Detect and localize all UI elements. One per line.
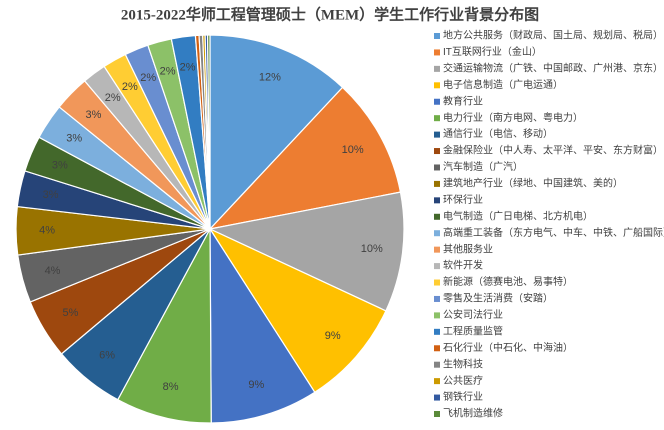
data-label: 3% <box>43 189 59 201</box>
legend-marker <box>434 82 440 89</box>
chart-title: 2015-2022华师工程管理硕士（MEM）学生工作行业背景分布图 <box>121 5 539 23</box>
data-label: 2% <box>160 66 176 78</box>
legend-label: 公共医疗 <box>443 374 483 387</box>
legend-marker <box>434 345 440 352</box>
legend-label: 零售及生活消费（安踏） <box>443 292 553 305</box>
pie-slice <box>116 228 212 424</box>
pie-slice <box>208 86 402 230</box>
legend-label: 公安司法行业 <box>443 308 503 321</box>
legend-label: 软件开发 <box>443 259 483 272</box>
legend-label: 电气制造（广日电梯、北方机电） <box>443 209 593 222</box>
legend-marker <box>434 33 440 39</box>
pie-slice <box>208 227 387 394</box>
legend-marker <box>434 361 440 368</box>
data-label: 12% <box>259 71 281 83</box>
data-label: 4% <box>39 224 55 236</box>
legend-marker <box>434 164 440 171</box>
data-label: 6% <box>99 349 115 361</box>
legend-marker <box>434 65 440 72</box>
legend-label: 其他服务业 <box>443 242 493 255</box>
legend-label: 建筑地产行业（绿地、中国建筑、美的） <box>443 177 623 190</box>
legend-label: 电力行业（南方电网、粤电力） <box>443 111 583 124</box>
legend-marker <box>434 295 440 302</box>
legend-marker <box>434 49 440 56</box>
legend-label: 交通运输物流（广铁、中国邮政、广州港、京东） <box>443 62 663 75</box>
legend-label: 工程质量监管 <box>443 324 503 337</box>
legend-marker <box>434 246 440 253</box>
data-label: 10% <box>342 144 364 156</box>
legend-label: 金融保险业（中人寿、太平洋、平安、东方财富） <box>443 144 663 157</box>
pie-slice <box>209 34 344 231</box>
data-label: 8% <box>163 381 179 393</box>
legend-label: 电子信息制造（广电运通） <box>443 78 563 91</box>
legend-marker <box>434 263 440 270</box>
legend-label: 飞机制造维修 <box>443 407 503 420</box>
data-label: 2% <box>122 81 138 93</box>
data-label: 3% <box>86 109 102 121</box>
data-label: 2% <box>140 72 156 84</box>
pie-slice <box>206 34 211 230</box>
data-label: 2% <box>180 61 196 73</box>
legend-label: 钢铁行业 <box>443 390 483 403</box>
legend-marker <box>434 197 440 204</box>
legend-marker <box>434 213 440 220</box>
legend-label: 高端重工装备（东方电气、中车、中铁、广船国际） <box>443 226 664 239</box>
legend-marker <box>434 115 440 122</box>
data-label: 5% <box>62 307 78 319</box>
legend-marker <box>434 148 440 155</box>
legend-marker <box>434 394 440 401</box>
pie-slice <box>208 191 405 312</box>
legend-label: 生物科技 <box>443 357 483 370</box>
legend-marker <box>434 312 440 319</box>
legend-marker <box>434 279 440 286</box>
data-label: 9% <box>248 379 264 391</box>
legend-label: 环保行业 <box>443 193 483 206</box>
legend-marker <box>434 411 440 417</box>
data-label: 2% <box>105 92 121 104</box>
legend-label: 汽车制造（广汽） <box>443 160 523 173</box>
data-label: 3% <box>66 133 82 145</box>
legend-label: 新能源（德赛电池、易事特） <box>443 275 573 288</box>
legend-label: 教育行业 <box>443 94 483 107</box>
legend-label: IT互联网行业（金山） <box>443 45 542 58</box>
legend-label: 通信行业（电信、移动） <box>443 127 553 140</box>
legend-marker <box>434 230 440 237</box>
legend-label: 石化行业（中石化、中海油） <box>443 341 573 354</box>
data-label: 4% <box>45 265 61 277</box>
data-label: 3% <box>52 160 68 172</box>
legend-marker <box>434 328 440 335</box>
legend-marker <box>434 131 440 138</box>
legend-marker <box>434 180 440 187</box>
pie-slice <box>209 226 316 424</box>
data-label: 10% <box>361 243 383 255</box>
legend-marker <box>434 378 440 385</box>
legend-marker <box>434 98 440 105</box>
legend-label: 地方公共服务（财政局、国土局、规划局、税局） <box>443 29 663 42</box>
data-label: 9% <box>325 330 341 342</box>
